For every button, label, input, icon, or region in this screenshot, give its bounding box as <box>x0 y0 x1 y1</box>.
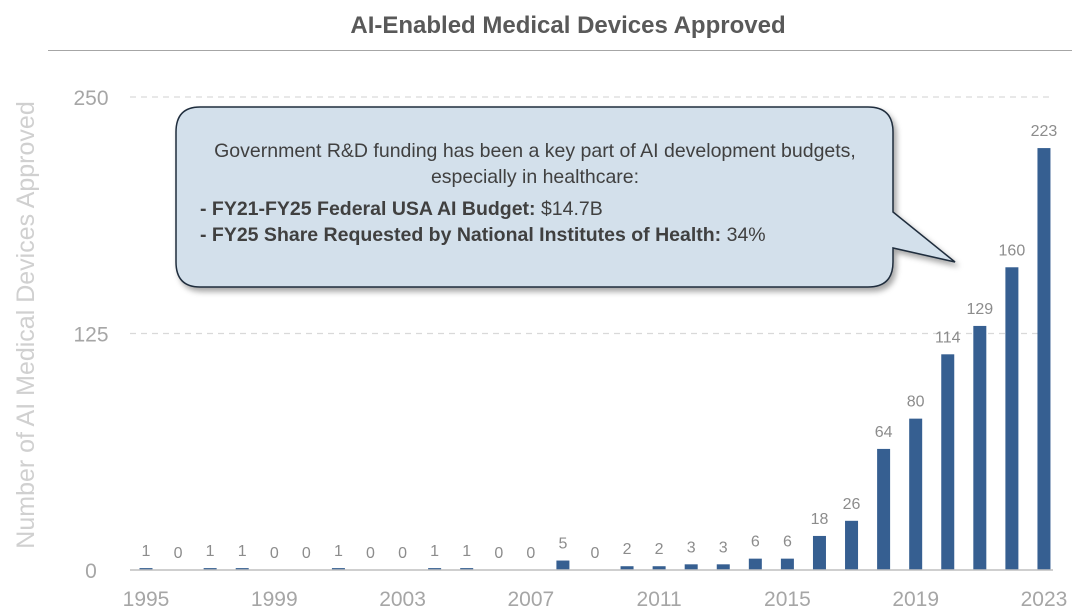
callout-bullet-budget: - FY21-FY25 Federal USA AI Budget: $14.7… <box>190 196 880 222</box>
x-tick-label: 1995 <box>123 588 170 611</box>
data-label-2023: 223 <box>1031 123 1058 140</box>
callout-bullet-nih-value: 34% <box>721 224 766 246</box>
data-label-2021: 129 <box>966 301 993 318</box>
bar-1997 <box>203 568 217 570</box>
title-divider <box>48 50 1072 51</box>
bar-2001 <box>331 568 345 570</box>
data-label-2014: 6 <box>751 534 760 551</box>
data-label-2003: 0 <box>398 545 407 562</box>
chart-title: AI-Enabled Medical Devices Approved <box>350 12 786 39</box>
x-tick-label: 2019 <box>892 588 939 611</box>
data-label-1995: 1 <box>142 543 151 560</box>
data-label-2012: 3 <box>687 539 696 556</box>
data-label-2016: 18 <box>811 511 829 528</box>
data-label-1998: 1 <box>238 543 247 560</box>
data-label-2007: 0 <box>526 545 535 562</box>
data-label-2001: 1 <box>334 543 343 560</box>
data-label-2022: 160 <box>999 242 1026 259</box>
data-label-2009: 0 <box>591 545 600 562</box>
bar-2011 <box>652 566 666 570</box>
bar-2022 <box>1005 267 1019 570</box>
bar-2023 <box>1037 148 1051 571</box>
data-label-2015: 6 <box>783 534 792 551</box>
y-tick-label: 125 <box>73 324 108 347</box>
x-tick-label: 2003 <box>379 588 426 611</box>
data-label-2020: 114 <box>935 329 961 346</box>
x-tick-label: 1999 <box>251 588 298 611</box>
bar-2005 <box>460 568 474 570</box>
data-label-2002: 0 <box>366 545 375 562</box>
data-label-2006: 0 <box>494 545 503 562</box>
bar-2021 <box>973 325 987 570</box>
callout-bullet-nih: - FY25 Share Requested by National Insti… <box>190 222 880 248</box>
bar-2015 <box>780 558 794 570</box>
bar-2018 <box>877 448 891 570</box>
bar-2013 <box>716 564 730 570</box>
callout-bullet-nih-label: - FY25 Share Requested by National Insti… <box>200 224 722 246</box>
data-label-2000: 0 <box>302 545 311 562</box>
data-label-2004: 1 <box>430 543 439 560</box>
x-tick-label: 2011 <box>637 588 682 611</box>
callout-bullet-budget-label: - FY21-FY25 Federal USA AI Budget: <box>200 198 536 220</box>
data-label-1997: 1 <box>206 543 215 560</box>
data-label-2008: 5 <box>558 536 567 553</box>
bar-2008 <box>556 560 570 570</box>
data-label-2019: 80 <box>907 394 925 411</box>
data-label-2005: 1 <box>462 543 471 560</box>
x-tick-label: 2023 <box>1021 588 1068 611</box>
data-label-1996: 0 <box>174 545 183 562</box>
bar-2012 <box>684 564 698 570</box>
x-tick-label: 2007 <box>507 588 554 611</box>
bar-2017 <box>845 520 859 570</box>
callout-text: Government R&D funding has been a key pa… <box>190 138 880 248</box>
bar-2016 <box>812 535 826 570</box>
data-label-2018: 64 <box>875 424 893 441</box>
bar-1998 <box>235 568 249 570</box>
y-tick-label: 250 <box>73 87 108 110</box>
callout-intro: Government R&D funding has been a key pa… <box>214 140 856 188</box>
data-label-2011: 2 <box>655 541 664 558</box>
bar-2010 <box>620 566 634 570</box>
callout-bubble <box>175 106 956 288</box>
data-label-2010: 2 <box>623 541 632 558</box>
data-label-2017: 26 <box>843 496 861 513</box>
callout-bullet-budget-value: $14.7B <box>535 198 603 220</box>
x-tick-label: 2015 <box>764 588 811 611</box>
bar-2020 <box>941 354 955 570</box>
bar-2014 <box>748 558 762 570</box>
y-tick-label: 0 <box>85 560 97 583</box>
data-label-2013: 3 <box>719 539 728 556</box>
bar-1995 <box>139 568 153 570</box>
data-label-1999: 0 <box>270 545 279 562</box>
bar-2004 <box>428 568 442 570</box>
bar-2019 <box>909 418 923 570</box>
y-axis-label: Number of AI Medical Devices Approved <box>12 101 40 548</box>
